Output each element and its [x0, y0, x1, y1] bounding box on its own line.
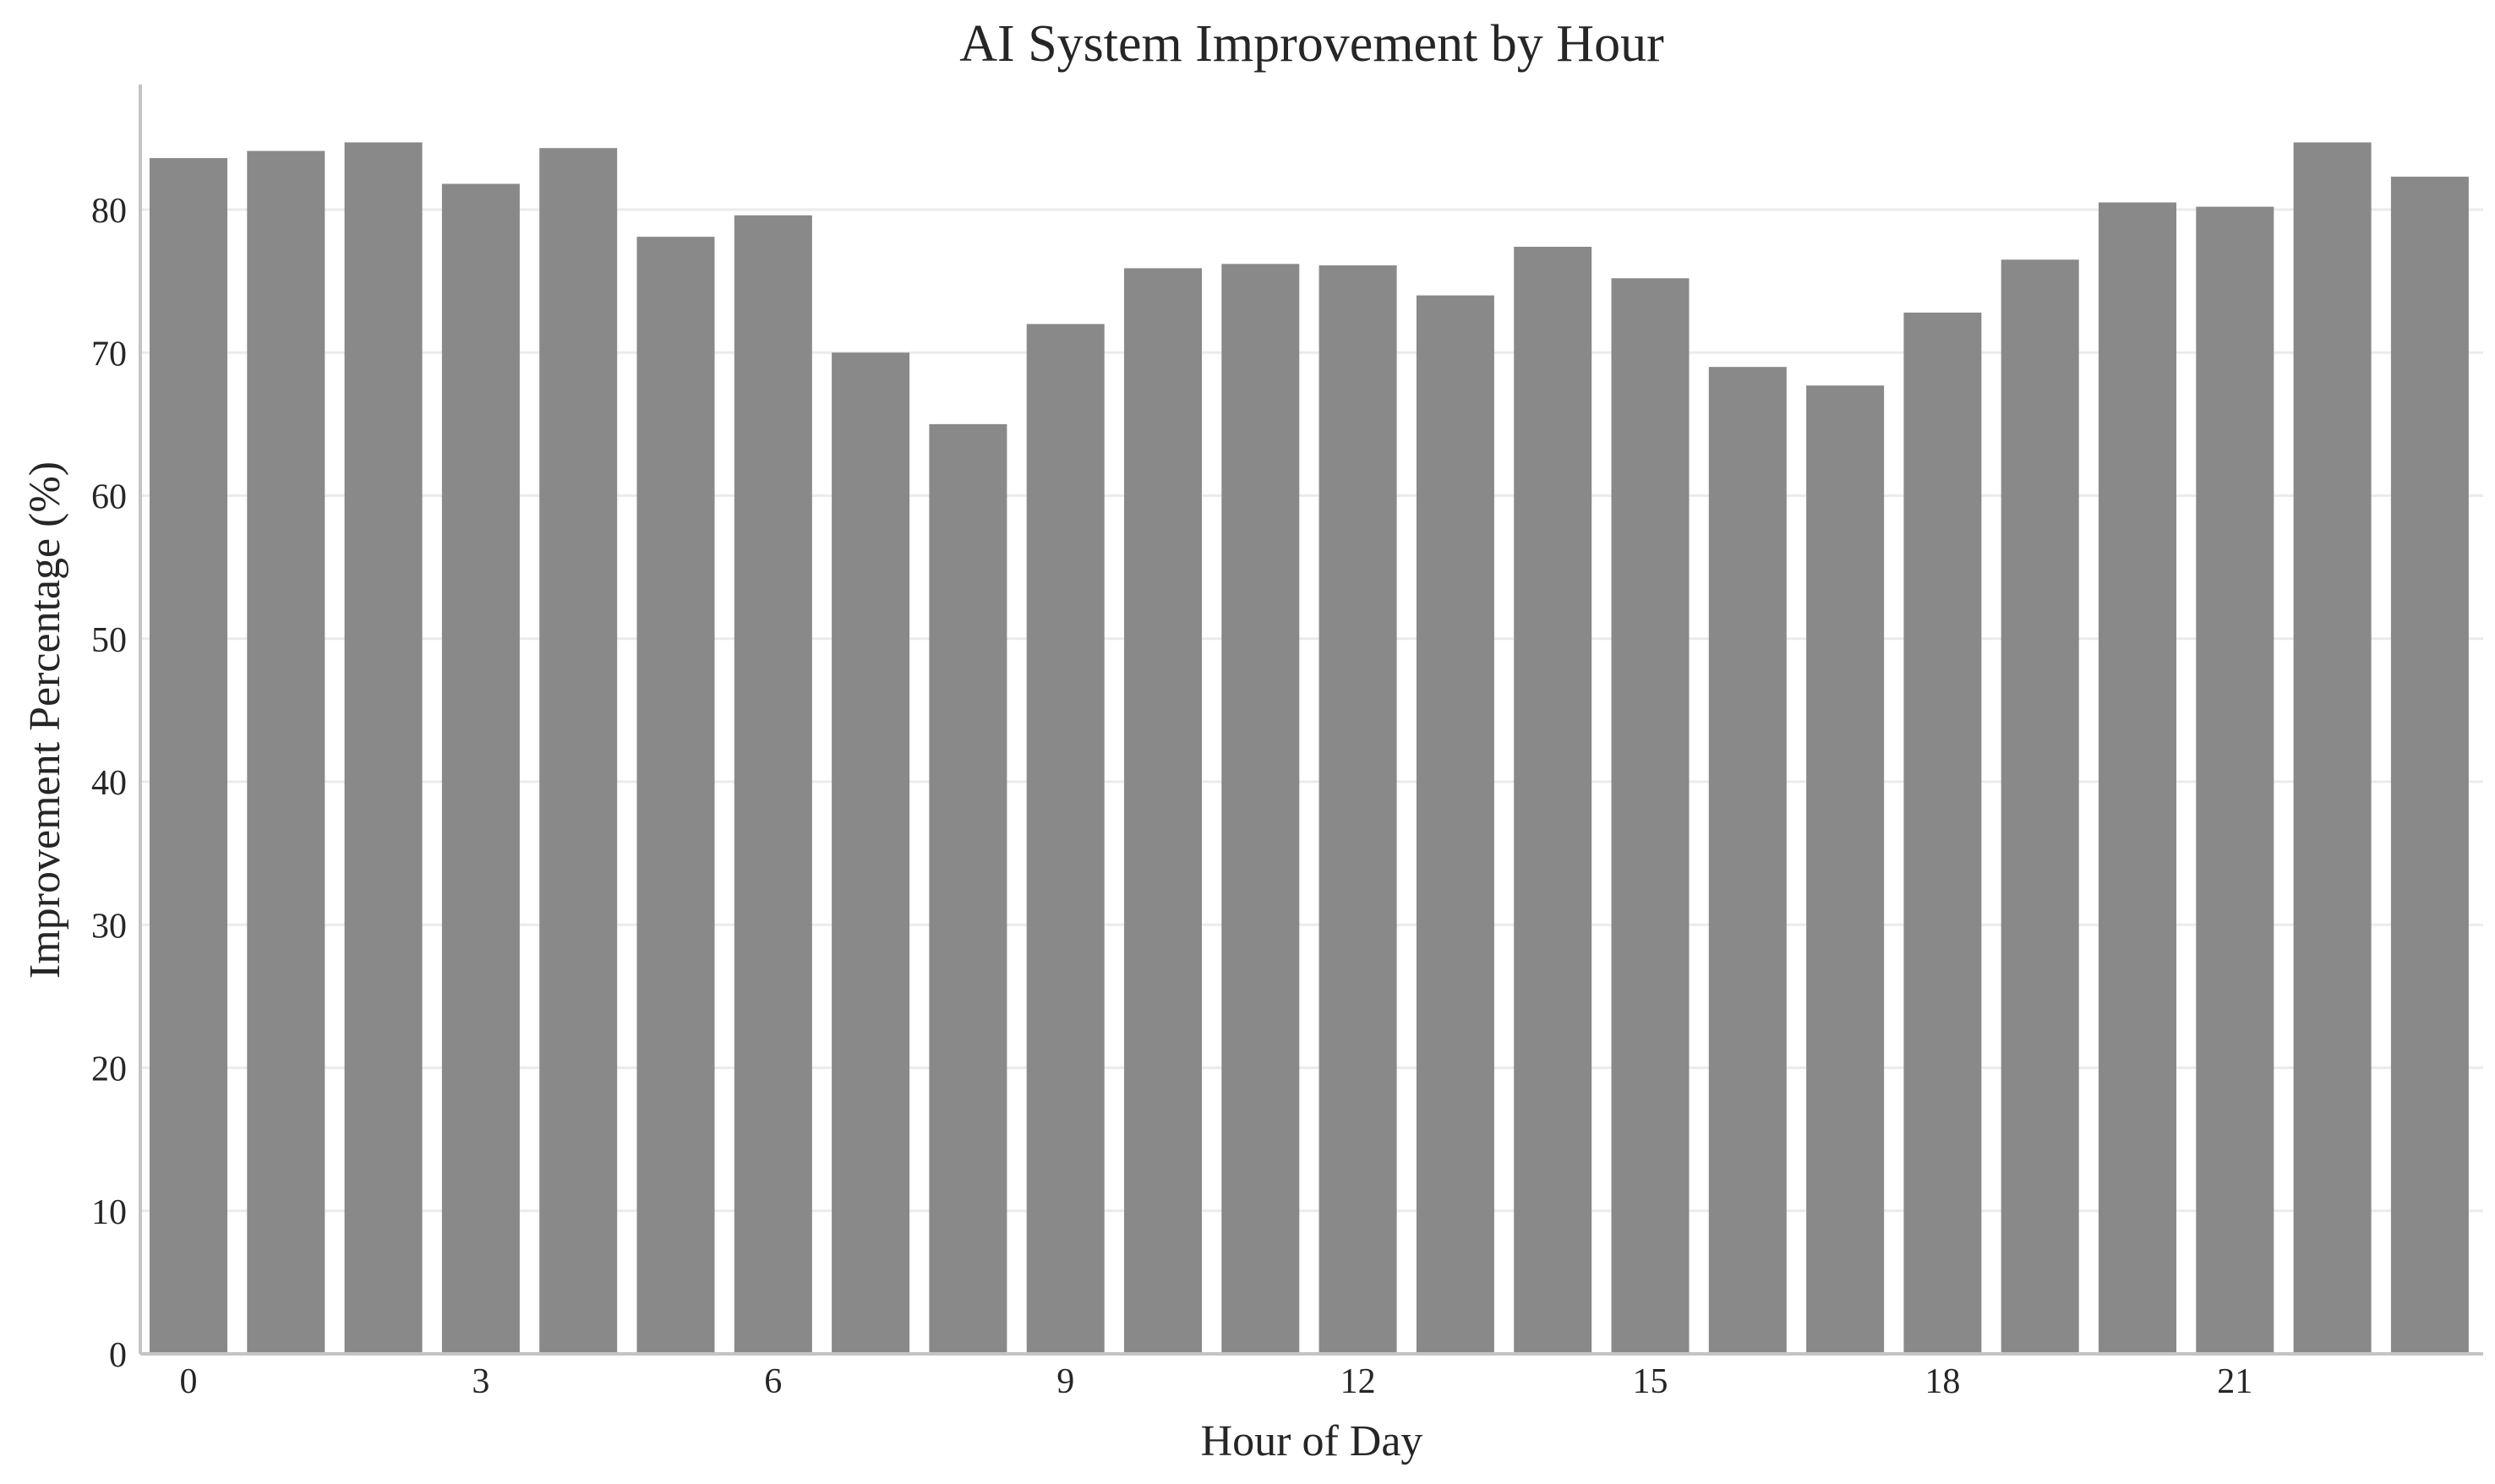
y-tick-label: 80 — [91, 192, 127, 231]
bar-hour-11 — [1221, 264, 1300, 1355]
bar-hour-5 — [636, 237, 715, 1355]
bar-hour-13 — [1416, 295, 1494, 1354]
y-tick-labels: 0 10 20 30 40 50 60 70 80 — [91, 192, 127, 1375]
bars — [150, 142, 2469, 1355]
bar-hour-8 — [929, 423, 1007, 1354]
x-tick-label: 15 — [1633, 1362, 1668, 1401]
x-tick-labels: 0 3 6 9 12 15 18 21 — [180, 1362, 2253, 1401]
y-tick-label: 50 — [91, 621, 127, 660]
y-tick-label: 40 — [91, 764, 127, 803]
bar-hour-1 — [247, 150, 325, 1354]
bar-hour-12 — [1318, 265, 1397, 1354]
y-tick-label: 20 — [91, 1050, 127, 1089]
bar-hour-17 — [1806, 385, 1885, 1354]
bar-hour-18 — [1903, 312, 1982, 1354]
bar-hour-7 — [832, 352, 910, 1354]
x-tick-label: 0 — [180, 1362, 198, 1401]
bar-hour-9 — [1026, 324, 1105, 1354]
y-tick-label: 60 — [91, 478, 127, 517]
bar-hour-2 — [344, 142, 423, 1354]
bar-hour-4 — [539, 148, 618, 1354]
x-axis-label: Hour of Day — [1201, 1417, 1423, 1465]
x-tick-label: 21 — [2217, 1362, 2252, 1401]
bar-hour-3 — [441, 183, 520, 1354]
bar-hour-10 — [1124, 268, 1202, 1355]
bar-hour-23 — [2390, 177, 2469, 1354]
bar-hour-16 — [1708, 367, 1787, 1354]
y-tick-label: 0 — [109, 1336, 127, 1375]
x-tick-label: 9 — [1056, 1362, 1074, 1401]
x-tick-label: 3 — [472, 1362, 489, 1401]
bar-hour-21 — [2196, 206, 2274, 1355]
y-axis-label: Improvement Percentage (%) — [21, 461, 69, 979]
bar-hour-20 — [2099, 202, 2176, 1355]
bar-hour-14 — [1514, 247, 1592, 1354]
bar-hour-6 — [734, 215, 812, 1354]
chart-title: AI System Improvement by Hour — [959, 15, 1664, 73]
bar-hour-22 — [2293, 142, 2372, 1354]
x-tick-label: 12 — [1340, 1362, 1376, 1401]
x-tick-label: 6 — [764, 1362, 782, 1401]
gridlines — [140, 208, 2483, 1213]
x-tick-label: 18 — [1924, 1362, 1960, 1401]
y-tick-label: 70 — [91, 335, 127, 374]
bar-hour-0 — [150, 158, 227, 1354]
bar-hour-19 — [2001, 259, 2079, 1354]
bar-hour-15 — [1611, 278, 1690, 1354]
y-tick-label: 30 — [91, 907, 127, 946]
y-tick-label: 10 — [91, 1193, 127, 1232]
